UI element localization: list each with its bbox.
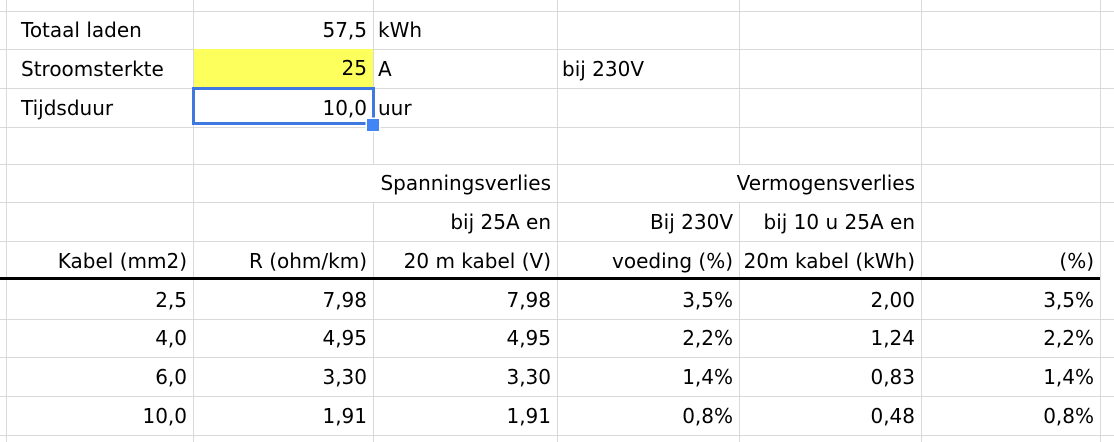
cell-stroomsterkte-unit[interactable]: A: [378, 56, 392, 81]
cell-totaal-laden-unit[interactable]: kWh: [378, 18, 423, 42]
cell-r1-verlies-pct[interactable]: 3,5%: [1043, 287, 1094, 312]
sub-header-spanning-cond[interactable]: bij 25A en: [450, 209, 551, 234]
gridline-v: [921, 0, 922, 442]
gridline-h: [0, 202, 1114, 203]
gridline-h: [0, 241, 1114, 242]
gridline-v: [557, 0, 558, 442]
gridline-h: [0, 88, 1114, 89]
group-header-spanningsverlies[interactable]: Spanningsverlies: [380, 171, 551, 195]
col-header-kabel[interactable]: Kabel (mm2): [57, 248, 187, 273]
gridline-h: [0, 11, 1114, 12]
gridline-v: [6, 0, 7, 442]
col-header-verlies-v[interactable]: 20 m kabel (V): [403, 248, 551, 273]
col-header-verlies-kwh[interactable]: 20m kabel (kWh): [743, 248, 915, 273]
gridline-h: [0, 164, 1114, 165]
gridline-h: [0, 396, 1114, 397]
col-header-voeding-pct[interactable]: voeding (%): [612, 248, 733, 273]
cell-r3-voeding-pct[interactable]: 1,4%: [682, 364, 733, 389]
header-bottom-border: [0, 277, 1100, 280]
cell-r4-verlies-v[interactable]: 1,91: [506, 403, 551, 428]
cell-tijdsduur-unit[interactable]: uur: [378, 95, 412, 120]
cell-stroomsterkte-value-highlighted[interactable]: 25: [194, 49, 373, 87]
gridline-h: [0, 319, 1114, 320]
sub-header-voeding-cond[interactable]: Bij 230V: [649, 209, 733, 234]
cell-r1-kabel[interactable]: 2,5: [155, 287, 187, 312]
gridline-v: [1100, 0, 1101, 442]
cell-r2-voeding-pct[interactable]: 2,2%: [682, 326, 733, 350]
col-header-r[interactable]: R (ohm/km): [248, 248, 367, 273]
gridline-h: [0, 127, 1114, 128]
cell-stroomsterkte-label[interactable]: Stroomsterkte: [21, 56, 164, 81]
cell-r1-r[interactable]: 7,98: [322, 287, 367, 312]
gridline-h: [0, 435, 1114, 436]
cell-tijdsduur-value-active[interactable]: 10,0: [322, 95, 367, 120]
gridline-v: [193, 0, 194, 442]
cell-r3-verlies-kwh[interactable]: 0,83: [870, 364, 915, 389]
fill-handle[interactable]: [367, 119, 379, 131]
cell-r4-verlies-kwh[interactable]: 0,48: [870, 403, 915, 428]
gridline-h: [0, 49, 1114, 50]
cell-r2-verlies-v[interactable]: 4,95: [506, 326, 551, 350]
gridline-v: [373, 0, 374, 164]
gridline-v: [739, 0, 740, 164]
cell-r2-r[interactable]: 4,95: [322, 326, 367, 350]
gridline-v: [739, 202, 740, 442]
cell-r2-verlies-pct[interactable]: 2,2%: [1043, 326, 1094, 350]
cell-r2-verlies-kwh[interactable]: 1,24: [870, 326, 915, 350]
cell-r4-r[interactable]: 1,91: [322, 403, 367, 428]
cell-r4-voeding-pct[interactable]: 0,8%: [682, 403, 733, 428]
cell-r4-kabel[interactable]: 10,0: [142, 403, 187, 428]
cell-totaal-laden-value[interactable]: 57,5: [322, 18, 367, 42]
sub-header-vermogen-cond[interactable]: bij 10 u 25A en: [763, 209, 915, 234]
cell-stroomsterkte-note[interactable]: bij 230V: [562, 56, 645, 81]
gridline-v: [373, 202, 374, 442]
cell-tijdsduur-label[interactable]: Tijdsduur: [21, 95, 114, 120]
cell-r1-verlies-v[interactable]: 7,98: [506, 287, 551, 312]
group-header-vermogensverlies[interactable]: Vermogensverlies: [736, 171, 915, 195]
cell-r3-verlies-v[interactable]: 3,30: [506, 364, 551, 389]
cell-r3-kabel[interactable]: 6,0: [155, 364, 187, 389]
col-header-verlies-pct[interactable]: (%): [1059, 248, 1094, 273]
cell-totaal-laden-label[interactable]: Totaal laden: [21, 18, 142, 42]
cell-r3-r[interactable]: 3,30: [322, 364, 367, 389]
cell-r2-kabel[interactable]: 4,0: [155, 326, 187, 350]
gridline-h: [0, 357, 1114, 358]
cell-r3-verlies-pct[interactable]: 1,4%: [1043, 364, 1094, 389]
cell-r1-verlies-kwh[interactable]: 2,00: [870, 287, 915, 312]
active-cell-border: [192, 87, 375, 125]
cell-r4-verlies-pct[interactable]: 0,8%: [1043, 403, 1094, 428]
cell-r1-voeding-pct[interactable]: 3,5%: [682, 287, 733, 312]
